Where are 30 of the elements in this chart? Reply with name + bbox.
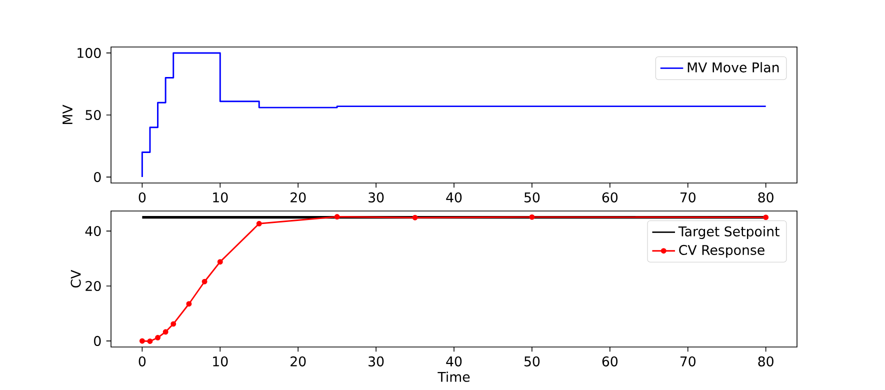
x-tick-label: 20 <box>290 192 306 202</box>
x-axis-title: Time <box>438 372 470 382</box>
legend-label: Target Setpoint <box>678 226 780 240</box>
x-tick-label: 60 <box>602 356 618 366</box>
y-tick-label: 0 <box>94 172 101 182</box>
x-tick-label: 0 <box>138 192 146 202</box>
x-tick-label: 10 <box>213 356 228 366</box>
y-axis-title: CV <box>70 270 81 288</box>
y-tick-label: 20 <box>86 280 101 292</box>
x-tick-label: 80 <box>758 192 774 202</box>
y-tick-label: 0 <box>94 336 101 346</box>
x-tick-label: 30 <box>368 356 384 366</box>
x-tick-label: 50 <box>524 192 540 202</box>
x-tick-label: 0 <box>138 356 146 366</box>
x-tick-label: 40 <box>446 356 462 366</box>
x-tick-label: 70 <box>680 356 696 366</box>
x-tick-label: 20 <box>290 356 306 366</box>
y-axis-title: MV <box>62 104 72 124</box>
x-tick-label: 70 <box>680 192 696 202</box>
y-tick-label: 50 <box>86 110 101 120</box>
x-tick-label: 50 <box>524 356 540 366</box>
x-tick-label: 60 <box>602 192 618 202</box>
legend-label: CV Response <box>679 244 764 258</box>
x-tick-label: 10 <box>213 192 228 202</box>
x-tick-label: 40 <box>446 192 462 202</box>
legend-label: MV Move Plan <box>688 62 779 72</box>
x-tick-label: 30 <box>368 192 384 202</box>
x-tick-label: 80 <box>758 356 774 366</box>
y-tick-label: 100 <box>78 48 101 58</box>
y-tick-label: 40 <box>85 226 101 236</box>
